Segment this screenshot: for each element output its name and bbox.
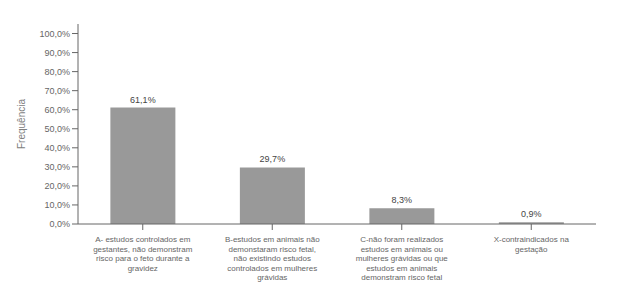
svg-text:0,0%: 0,0%: [49, 219, 70, 229]
svg-text:B-estudos em animais nãodemons: B-estudos em animais nãodemonstaram risc…: [225, 235, 320, 282]
svg-text:X-contraindicados nagestação: X-contraindicados nagestação: [494, 235, 570, 254]
svg-text:20,0%: 20,0%: [44, 181, 70, 191]
svg-text:60,0%: 60,0%: [44, 105, 70, 115]
svg-text:50,0%: 50,0%: [44, 124, 70, 134]
svg-text:29,7%: 29,7%: [260, 154, 286, 164]
svg-text:Frequência: Frequência: [16, 99, 27, 149]
svg-text:8,3%: 8,3%: [392, 195, 413, 205]
svg-text:90,0%: 90,0%: [44, 48, 70, 58]
svg-text:40,0%: 40,0%: [44, 143, 70, 153]
svg-text:80,0%: 80,0%: [44, 67, 70, 77]
svg-text:10,0%: 10,0%: [44, 200, 70, 210]
svg-text:100,0%: 100,0%: [39, 29, 70, 39]
svg-text:30,0%: 30,0%: [44, 162, 70, 172]
svg-text:0,9%: 0,9%: [521, 209, 542, 219]
svg-text:61,1%: 61,1%: [130, 95, 156, 105]
svg-text:C-não foram realizadosestudos: C-não foram realizadosestudos em animais…: [356, 235, 449, 282]
svg-text:70,0%: 70,0%: [44, 86, 70, 96]
svg-text:A- estudos controlados emgesta: A- estudos controlados emgestantes, não …: [93, 235, 193, 273]
